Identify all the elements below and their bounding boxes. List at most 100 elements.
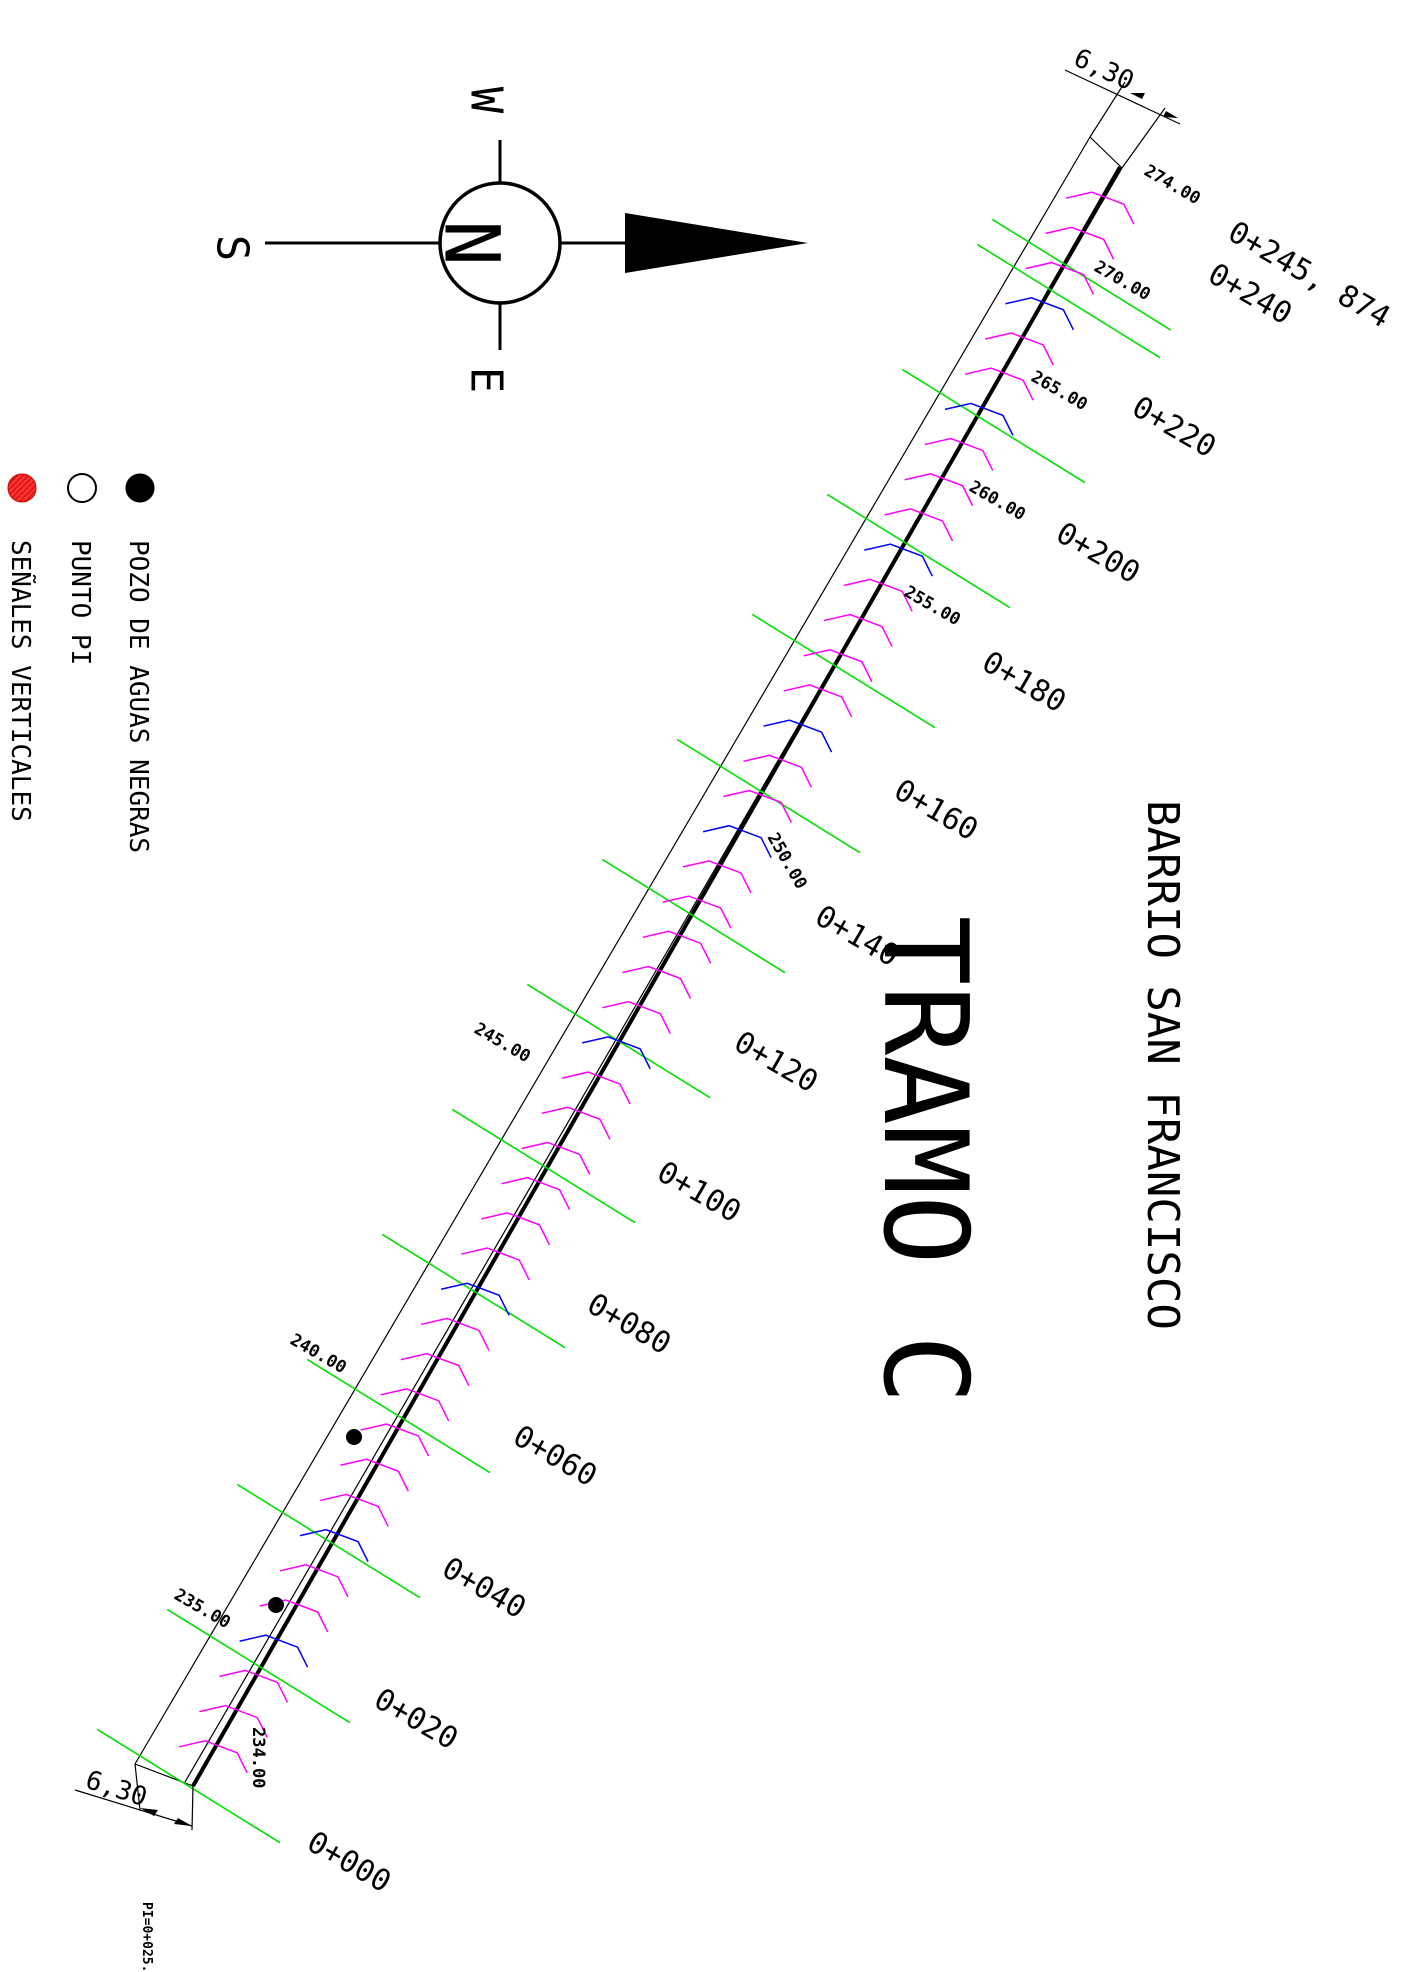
contour-ticks [178, 191, 1135, 1774]
contour-label: 265.00 [1028, 367, 1091, 415]
contour-label: 270.00 [1091, 257, 1154, 305]
contour-labels: 234.00 235.00 240.00 245.00 250.00 255.0… [171, 161, 1204, 1788]
major-contour-tick [239, 1634, 309, 1668]
manhole-legend-icon [125, 473, 155, 503]
road [134, 136, 1123, 1787]
minor-contour-tick [602, 1000, 672, 1035]
minor-contour-tick [924, 437, 994, 471]
station-lines [96, 218, 1172, 1844]
major-contour-tick [582, 1036, 651, 1070]
road-centerline [191, 166, 1122, 1787]
major-contour-tick [440, 1282, 510, 1316]
major-contour-tick [1005, 297, 1075, 331]
station-label: 0+040 [436, 1551, 532, 1626]
station-label: 0+160 [888, 773, 984, 848]
minor-contour-tick [783, 684, 853, 718]
minor-contour-tick [279, 1564, 349, 1598]
project-title: BARRIO SAN FRANCISCO [1137, 800, 1188, 1330]
minor-contour-tick [1025, 261, 1095, 295]
major-contour-tick [763, 719, 833, 753]
station-line [381, 1233, 566, 1349]
minor-contour-tick [1065, 191, 1135, 225]
station-line [751, 613, 936, 729]
minor-contour-tick [1045, 226, 1115, 260]
station-label: 0+180 [976, 645, 1072, 720]
minor-contour-tick [320, 1493, 389, 1527]
north-arrow-icon [625, 213, 808, 273]
minor-contour-tick [985, 332, 1054, 366]
minor-contour-tick [521, 1141, 591, 1175]
station-label: 0+080 [581, 1287, 677, 1362]
minor-contour-tick [501, 1176, 571, 1211]
compass: N W E S [207, 87, 808, 394]
section-title: TRAMO C [857, 916, 992, 1405]
contour-label: 245.00 [471, 1019, 534, 1067]
minor-contour-tick [904, 472, 974, 507]
pi-point-legend-icon [67, 473, 97, 503]
minor-contour-tick [561, 1071, 631, 1105]
legend-label: POZO DE AGUAS NEGRAS [123, 540, 153, 853]
compass-north-letter: N [428, 220, 517, 266]
major-contour-tick [702, 824, 772, 859]
minor-contour-tick [642, 930, 712, 964]
major-contour-tick [944, 402, 1014, 436]
minor-contour-tick [541, 1106, 611, 1140]
minor-contour-tick [461, 1247, 530, 1281]
minor-contour-tick [682, 860, 752, 894]
station-label: 0+220 [1126, 390, 1222, 465]
width-dimension-label: 6,30 [82, 1765, 151, 1813]
road-edge-left [134, 136, 1091, 1765]
station-line [826, 493, 1011, 609]
station-line [306, 1358, 491, 1474]
contour-label: 240.00 [287, 1330, 350, 1378]
station-label: 0+000 [301, 1825, 397, 1900]
minor-contour-tick [199, 1704, 268, 1738]
footnote: PI=0+025. [139, 1902, 154, 1972]
station-line [976, 243, 1161, 359]
station-line [451, 1108, 636, 1224]
station-line [236, 1483, 421, 1599]
station-line [601, 858, 786, 974]
minor-contour-tick [622, 965, 692, 999]
minor-contour-tick [178, 1740, 248, 1774]
minor-contour-tick [884, 508, 954, 542]
station-line [901, 368, 1086, 484]
legend-label: PUNTO PI [65, 540, 95, 665]
contour-label: 274.00 [1141, 161, 1204, 209]
minor-contour-tick [723, 789, 792, 823]
minor-contour-tick [844, 578, 913, 612]
station-labels: 0+000 0+020 0+040 0+060 0+080 0+100 0+12… [301, 215, 1396, 1900]
minor-contour-tick [420, 1317, 490, 1351]
station-line [166, 1608, 351, 1724]
station-label: 0+120 [728, 1025, 824, 1100]
station-label: 0+060 [507, 1419, 603, 1494]
width-dimension-start: 6,30 [74, 1763, 194, 1831]
station-label: 0+100 [651, 1155, 747, 1230]
minor-contour-tick [743, 754, 813, 788]
minor-contour-tick [400, 1352, 470, 1386]
manhole-marker [346, 1429, 362, 1445]
major-contour-tick [299, 1528, 369, 1562]
major-contour-tick [864, 543, 933, 577]
compass-east-letter: E [461, 367, 512, 394]
road-end-cap [1089, 136, 1123, 169]
minor-contour-tick [340, 1458, 410, 1492]
station-label: 0+020 [368, 1682, 464, 1757]
minor-contour-tick [380, 1388, 450, 1422]
compass-west-letter: W [461, 87, 512, 114]
contour-label: 235.00 [171, 1585, 234, 1633]
station-line [96, 1728, 281, 1844]
contour-label: 250.00 [763, 830, 811, 893]
station-line [991, 218, 1172, 331]
legend-label: SEÑALES VERTICALES [5, 540, 37, 822]
minor-contour-tick [662, 895, 732, 929]
minor-contour-tick [481, 1212, 551, 1246]
minor-contour-tick [964, 367, 1034, 401]
manhole-marker [268, 1597, 284, 1613]
legend: POZO DE AGUAS NEGRAS PUNTO PI SEÑALES VE… [5, 473, 155, 853]
vertical-sign-legend-icon [7, 473, 37, 503]
station-line [676, 738, 861, 854]
compass-south-letter: S [207, 235, 258, 262]
minor-contour-tick [219, 1669, 289, 1703]
